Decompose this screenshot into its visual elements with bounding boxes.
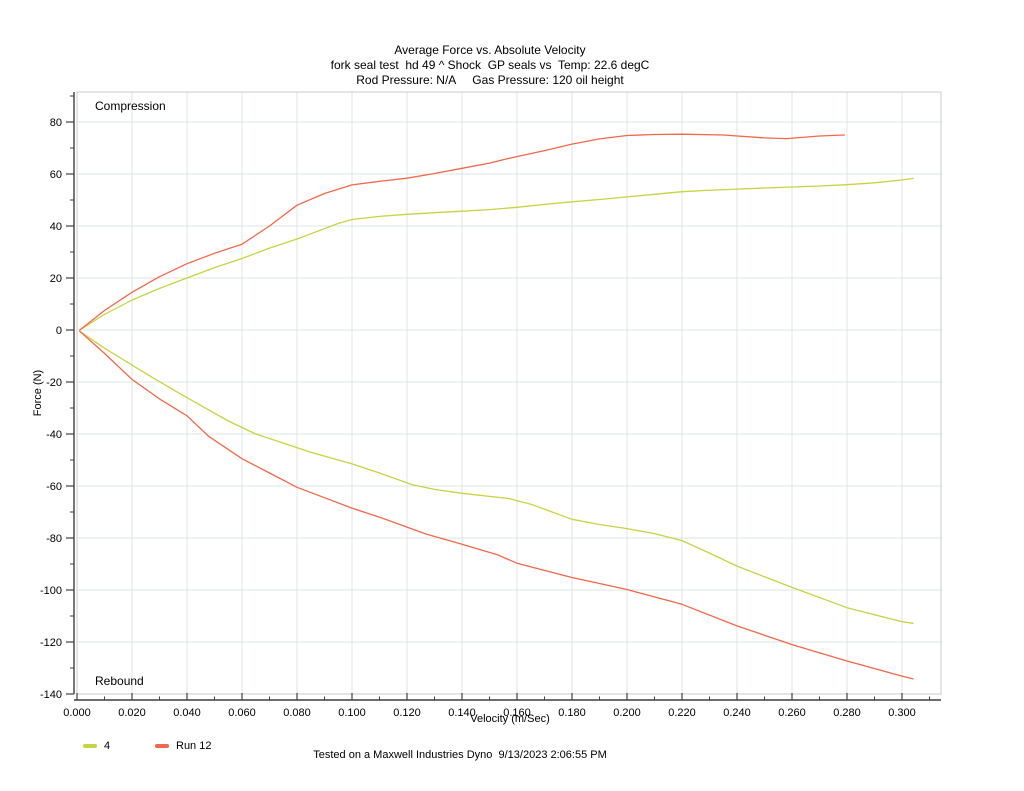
svg-text:0.100: 0.100 — [338, 707, 366, 719]
legend-item-series-run12: Run 12 — [155, 740, 211, 752]
svg-text:0.000: 0.000 — [63, 707, 91, 719]
svg-text:60: 60 — [50, 169, 62, 181]
legend-label: Run 12 — [176, 740, 212, 752]
svg-text:0.040: 0.040 — [173, 707, 201, 719]
svg-text:0.080: 0.080 — [283, 707, 311, 719]
chart-subtitle-test-info: fork seal test hd 49 ^ Shock GP seals vs… — [330, 58, 650, 72]
svg-text:-100: -100 — [40, 585, 62, 597]
svg-text:0.120: 0.120 — [393, 707, 421, 719]
svg-text:0.060: 0.060 — [228, 707, 256, 719]
legend-item-series-4: 4 — [83, 740, 110, 752]
svg-text:-120: -120 — [40, 637, 62, 649]
svg-text:0: 0 — [56, 325, 62, 337]
svg-text:-40: -40 — [46, 429, 62, 441]
svg-text:0.240: 0.240 — [723, 707, 751, 719]
svg-text:0.200: 0.200 — [613, 707, 641, 719]
svg-text:0.180: 0.180 — [558, 707, 586, 719]
x-axis-title: Velocity (m/Sec) — [470, 713, 550, 725]
svg-text:-140: -140 — [40, 689, 62, 701]
svg-text:0.140: 0.140 — [448, 707, 476, 719]
svg-text:40: 40 — [50, 221, 62, 233]
footer-note: Tested on a Maxwell Industries Dyno 9/13… — [313, 749, 607, 761]
svg-text:0.020: 0.020 — [118, 707, 146, 719]
legend-label: 4 — [104, 740, 111, 752]
rebound-region-label: Rebound — [95, 674, 144, 688]
svg-text:-80: -80 — [46, 533, 62, 545]
svg-text:0.280: 0.280 — [833, 707, 861, 719]
svg-text:-20: -20 — [46, 377, 62, 389]
svg-text:0.300: 0.300 — [888, 707, 916, 719]
series-run12-color-swatch — [155, 744, 169, 748]
chart-title-block: Average Force vs. Absolute Velocity fork… — [0, 43, 980, 88]
svg-text:20: 20 — [50, 273, 62, 285]
compression-region-label: Compression — [95, 99, 166, 113]
svg-text:0.220: 0.220 — [668, 707, 696, 719]
svg-text:0.160: 0.160 — [503, 707, 531, 719]
y-axis-title: Force (N) — [32, 369, 44, 417]
chart-title: Average Force vs. Absolute Velocity — [394, 43, 586, 57]
svg-text:80: 80 — [50, 117, 62, 129]
svg-text:0.260: 0.260 — [778, 707, 806, 719]
chart-subtitle-pressure-info: Rod Pressure: N/A Gas Pressure: 120 oil … — [356, 73, 624, 87]
series-4-color-swatch — [83, 744, 97, 748]
svg-text:-60: -60 — [46, 481, 62, 493]
